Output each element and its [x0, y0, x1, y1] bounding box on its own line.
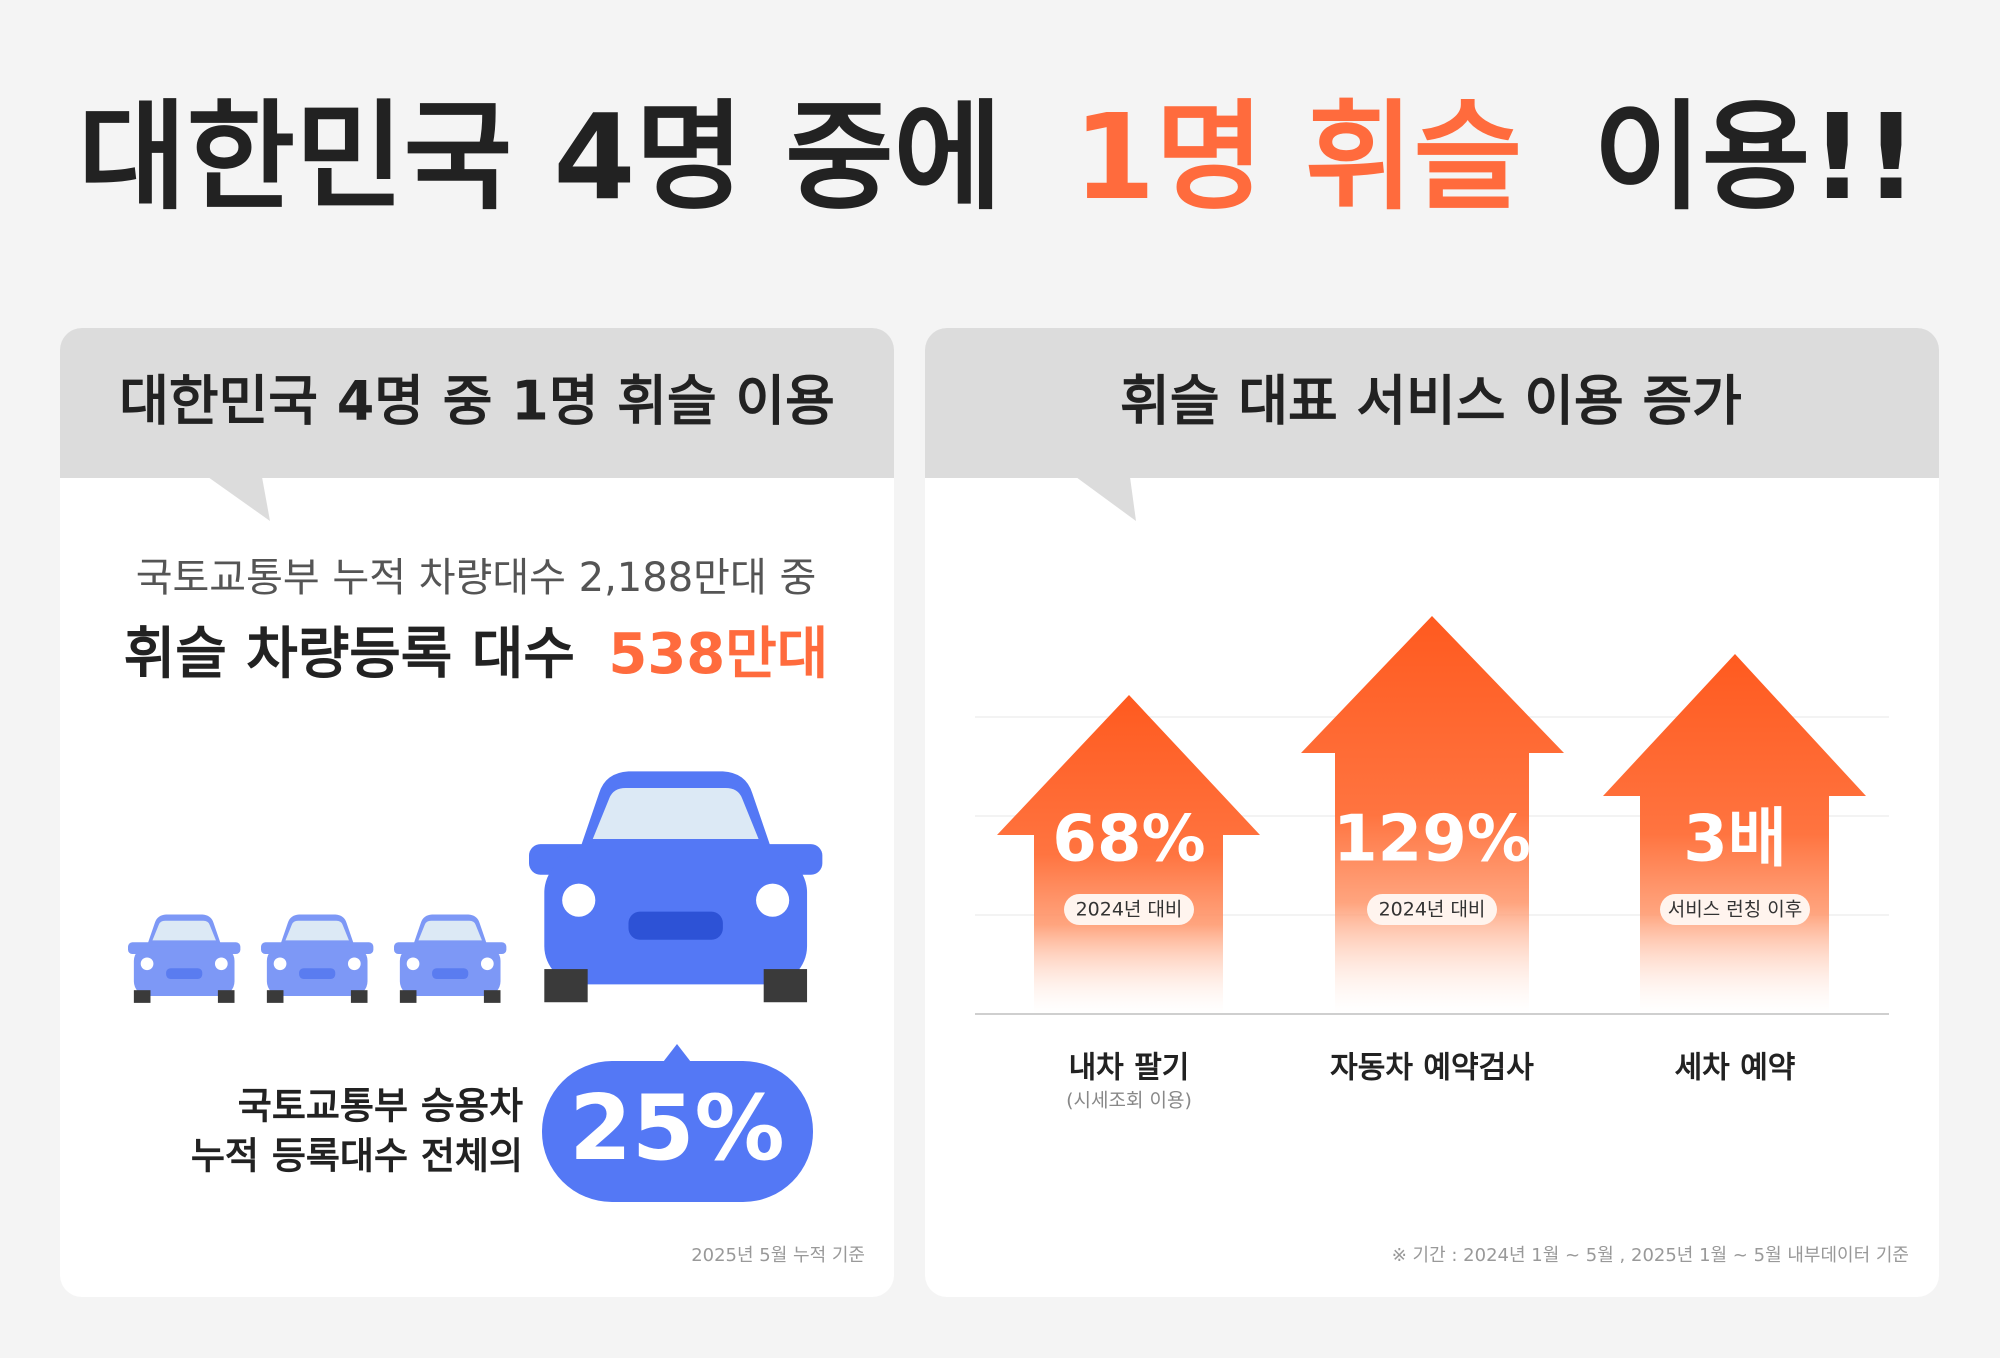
note-pill	[1367, 894, 1497, 925]
growth-arrow	[1301, 616, 1564, 1014]
growth-arrow	[997, 695, 1260, 1014]
item-value: 3배	[1683, 803, 1786, 877]
speech-tail	[208, 477, 270, 521]
footnote: 2025년 5월 누적 기준	[691, 1245, 865, 1266]
stat-line: 국토교통부 누적 차량대수 2,188만대 중	[136, 555, 817, 601]
left-card: 대한민국 4명 중 1명 휘슬 이용 국토교통부 누적 차량대수 2,188만대…	[60, 328, 894, 1297]
card-header: 대한민국 4명 중 1명 휘슬 이용	[119, 370, 835, 433]
item-label: 세차 예약	[1675, 1051, 1796, 1086]
badge-tail	[660, 1044, 694, 1066]
item-note: 서비스 런칭 이후	[1668, 899, 1802, 921]
card-header-bg	[60, 328, 894, 478]
item-note: 2024년 대비	[1379, 899, 1486, 921]
title-highlight: 1명 휘슬	[1073, 88, 1522, 226]
title-lead: 대한민국 4명 중에	[78, 88, 1002, 226]
item-value: 68%	[1052, 803, 1205, 877]
footnote: ※ 기간 : 2024년 1월 ~ 5월 , 2025년 1월 ~ 5월 내부데…	[1392, 1245, 1909, 1266]
speech-tail	[1076, 477, 1136, 521]
item-sublabel: (시세조회 이용)	[1066, 1090, 1192, 1112]
stat-text: 휘슬 차량등록 대수	[124, 622, 575, 687]
main-title: 대한민국 4명 중에 1명 휘슬 이용!!	[78, 88, 1918, 226]
badge-value: 25%	[569, 1076, 784, 1181]
note-pill	[1660, 894, 1810, 925]
card-header-bg	[925, 328, 1939, 478]
item-note: 2024년 대비	[1076, 899, 1183, 921]
right-card: 휘슬 대표 서비스 이용 증가 68% 2024년 대비 내차 팔기 (시세조회…	[925, 328, 1939, 1297]
stat-headline: 휘슬 차량등록 대수 538만대	[124, 622, 829, 687]
card-header: 휘슬 대표 서비스 이용 증가	[1120, 370, 1742, 433]
item-label: 내차 팔기	[1069, 1051, 1190, 1086]
card-bg	[60, 328, 894, 1297]
caption-line: 국토교통부 승용차	[238, 1085, 523, 1128]
item-label: 자동차 예약검사	[1330, 1051, 1534, 1086]
title-tail: 이용!!	[1593, 88, 1918, 226]
caption-line: 누적 등록대수 전체의	[191, 1135, 523, 1178]
badge-bg	[542, 1061, 813, 1202]
growth-arrow	[1603, 654, 1866, 1014]
note-pill	[1064, 894, 1194, 925]
item-value: 129%	[1333, 803, 1531, 877]
stat-highlight: 538만대	[608, 622, 828, 687]
